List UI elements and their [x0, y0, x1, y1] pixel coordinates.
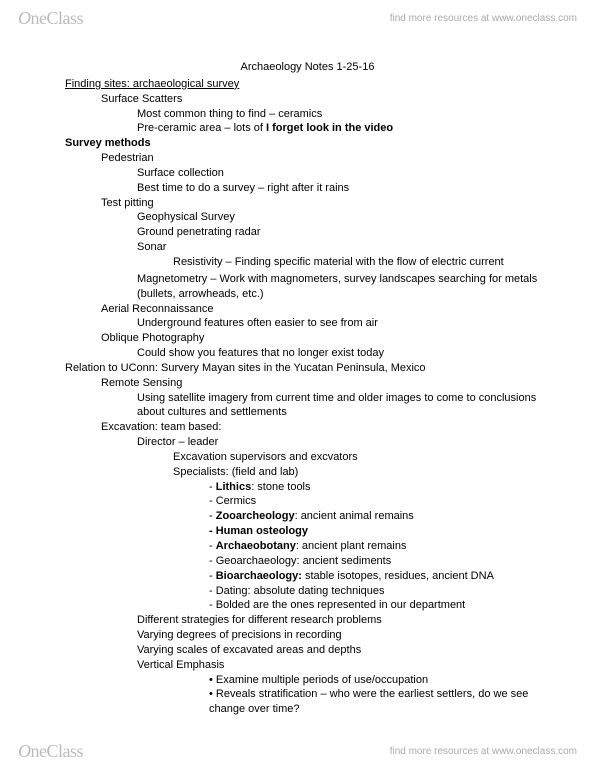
list-item: Geoarchaeology: ancient sediments	[209, 554, 550, 569]
document-body: Archaeology Notes 1-25-16 Finding sites:…	[65, 60, 550, 717]
line: Excavation supervisors and excvators	[173, 450, 550, 465]
relation-uconn: Relation to UConn: Survery Mayan sites i…	[65, 361, 550, 376]
list-item: Zooarcheology: ancient animal remains	[209, 509, 550, 524]
section-survey-methods: Survey methods	[65, 136, 550, 151]
line: Sonar	[137, 240, 550, 255]
remote-sensing: Remote Sensing	[101, 376, 550, 391]
vertical-bullets: Examine multiple periods of use/occupati…	[209, 673, 550, 718]
line: Best time to do a survey – right after i…	[137, 181, 550, 196]
logo-footer: OneClass	[18, 741, 83, 762]
line: Pre-ceramic area – lots of I forget look…	[137, 121, 550, 136]
line: Surface collection	[137, 166, 550, 181]
vertical-emphasis: Vertical Emphasis	[137, 658, 550, 673]
specialists: Specialists: (field and lab)	[173, 465, 550, 480]
line: Varying scales of excavated areas and de…	[137, 643, 550, 658]
section-finding-sites: Finding sites: archaeological survey	[65, 77, 550, 92]
list-item: Archaeobotany: ancient plant remains	[209, 539, 550, 554]
footer: OneClass find more resources at www.onec…	[0, 733, 595, 770]
test-pitting: Test pitting	[101, 196, 550, 211]
doc-title: Archaeology Notes 1-25-16	[65, 60, 550, 75]
list-item: Cermics	[209, 494, 550, 509]
logo: OneClass	[18, 8, 83, 29]
director: Director – leader	[137, 435, 550, 450]
line: Geophysical Survey	[137, 210, 550, 225]
surface-scatters: Surface Scatters	[101, 92, 550, 107]
aerial: Aerial Reconnaissance	[101, 302, 550, 317]
line: Different strategies for different resea…	[137, 613, 550, 628]
line: Ground penetrating radar	[137, 225, 550, 240]
list-item: Lithics: stone tools	[209, 480, 550, 495]
line: Underground features often easier to see…	[137, 316, 550, 331]
line: Varying degrees of precisions in recordi…	[137, 628, 550, 643]
oblique: Oblique Photography	[101, 331, 550, 346]
list-item: Examine multiple periods of use/occupati…	[209, 673, 550, 688]
excavation: Excavation: team based:	[101, 420, 550, 435]
list-item: Human osteology	[209, 524, 550, 539]
line: Using satellite imagery from current tim…	[137, 391, 550, 421]
list-item: Dating: absolute dating techniques	[209, 584, 550, 599]
line: Could show you features that no longer e…	[137, 346, 550, 361]
list-item: Reveals stratification – who were the ea…	[209, 687, 550, 717]
line-magnetometry: Magnetometry – Work with magnometers, su…	[137, 272, 550, 302]
line: Most common thing to find – ceramics	[137, 107, 550, 122]
line-resistivity: Resistivity – Finding specific material …	[65, 255, 550, 270]
tagline-bottom: find more resources at www.oneclass.com	[390, 746, 577, 757]
tagline-top: find more resources at www.oneclass.com	[390, 13, 577, 24]
pedestrian: Pedestrian	[101, 151, 550, 166]
list-item: Bioarchaeology: stable isotopes, residue…	[209, 569, 550, 584]
list-item: Bolded are the ones represented in our d…	[209, 598, 550, 613]
specialist-list: Lithics: stone tools Cermics Zooarcheolo…	[209, 480, 550, 614]
header: OneClass find more resources at www.onec…	[0, 0, 595, 37]
